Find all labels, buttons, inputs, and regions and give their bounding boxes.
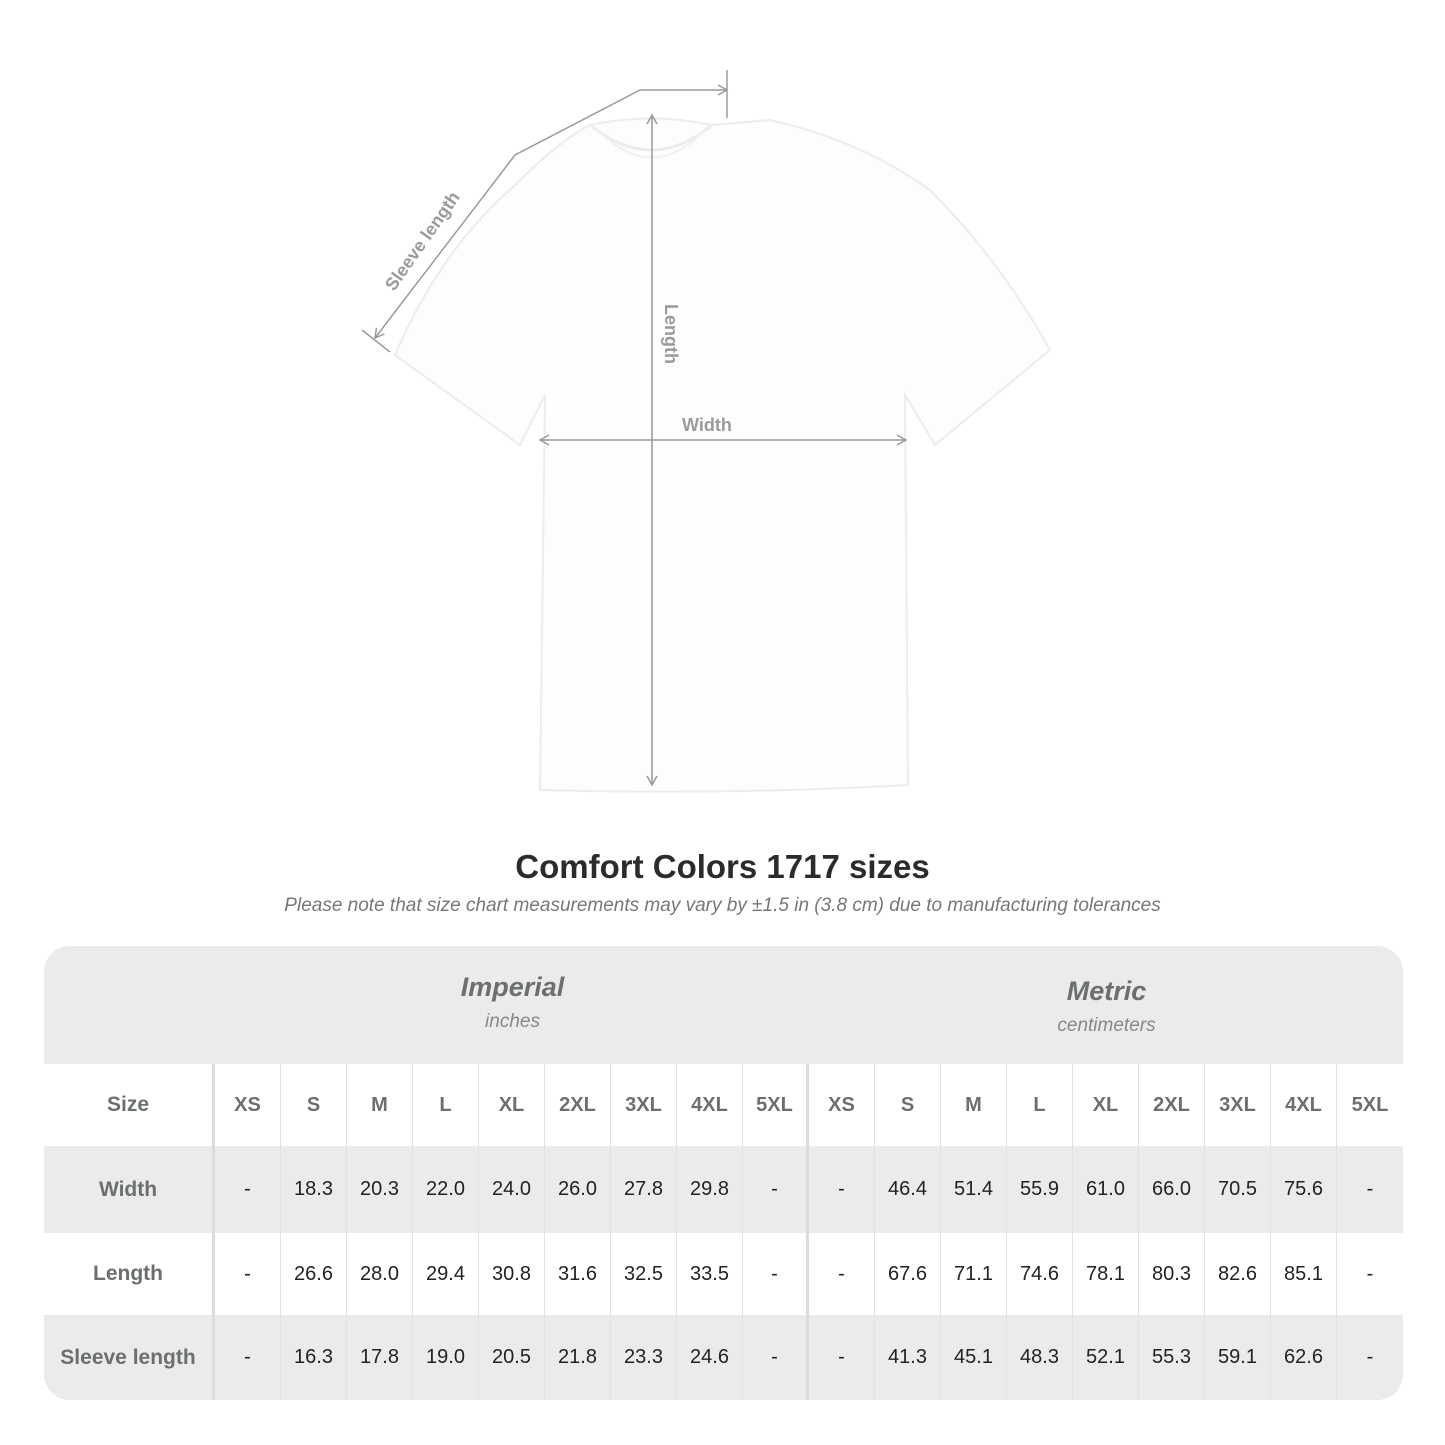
table-cell: 52.1 bbox=[1073, 1315, 1139, 1400]
size-header-cell: 4XL bbox=[1271, 1064, 1337, 1146]
table-cell: 28.0 bbox=[347, 1233, 413, 1315]
sleeve-dimension-line bbox=[361, 70, 729, 353]
table-cell: 18.3 bbox=[281, 1146, 347, 1233]
table-cell: 26.0 bbox=[545, 1146, 611, 1233]
table-cell: 48.3 bbox=[1007, 1315, 1073, 1400]
table-cell: 45.1 bbox=[941, 1315, 1007, 1400]
table-cell: - bbox=[215, 1233, 281, 1315]
table-cell: 16.3 bbox=[281, 1315, 347, 1400]
table-row: Sleeve length -16.3 17.8 19.0 20.5 21.8 23.3 24… bbox=[44, 1315, 1403, 1400]
table-cell: 23.3 bbox=[611, 1315, 677, 1400]
size-header-cell: XS bbox=[809, 1064, 875, 1146]
metric-header: Metric centimeters bbox=[810, 946, 1403, 1064]
table-cell: 33.5 bbox=[677, 1233, 743, 1315]
row-label: Sleeve length bbox=[44, 1315, 215, 1400]
table-cell: 55.9 bbox=[1007, 1146, 1073, 1233]
table-cell: 20.5 bbox=[479, 1315, 545, 1400]
table-cell: 41.3 bbox=[875, 1315, 941, 1400]
size-header-cell: 5XL bbox=[1351, 1093, 1389, 1116]
table-cell: 22.0 bbox=[413, 1146, 479, 1233]
size-header-cell: L bbox=[1007, 1064, 1073, 1146]
table-cell: - bbox=[809, 1315, 875, 1400]
table-cell: 70.5 bbox=[1205, 1146, 1271, 1233]
table-cell: 27.8 bbox=[611, 1146, 677, 1233]
table-cell: 78.1 bbox=[1073, 1233, 1139, 1315]
size-header-cell: S bbox=[281, 1064, 347, 1146]
tshirt-diagram: Sleeve length Length Width bbox=[361, 70, 1052, 793]
table-cell: - bbox=[1366, 1262, 1374, 1285]
row-label: Size bbox=[44, 1064, 215, 1146]
page-title: Comfort Colors 1717 sizes bbox=[515, 848, 930, 885]
table-cell: 29.8 bbox=[677, 1146, 743, 1233]
table-cell: 74.6 bbox=[1007, 1233, 1073, 1315]
table-cell: 82.6 bbox=[1205, 1233, 1271, 1315]
size-header-cell: 4XL bbox=[677, 1064, 743, 1146]
table-cell: 24.0 bbox=[479, 1146, 545, 1233]
table-cell: - bbox=[809, 1233, 875, 1315]
table-cell: 67.6 bbox=[875, 1233, 941, 1315]
metric-unit: centimeters bbox=[1057, 1015, 1156, 1036]
imperial-header: Imperial inches bbox=[215, 946, 810, 1064]
size-header-cell: L bbox=[413, 1064, 479, 1146]
table-cell: 51.4 bbox=[941, 1146, 1007, 1233]
row-label: Width bbox=[44, 1146, 215, 1233]
table-cell: 29.4 bbox=[413, 1233, 479, 1315]
table-cell: 71.1 bbox=[941, 1233, 1007, 1315]
table-cell: - bbox=[743, 1315, 809, 1400]
table-cell: 66.0 bbox=[1139, 1146, 1205, 1233]
size-header-cell: S bbox=[875, 1064, 941, 1146]
table-row: Length -26.6 28.0 29.4 30.8 31.6 32.5 33.5- -67.… bbox=[44, 1233, 1403, 1315]
table-cell: 20.3 bbox=[347, 1146, 413, 1233]
size-header-cell: 2XL bbox=[545, 1064, 611, 1146]
table-cell: 62.6 bbox=[1271, 1315, 1337, 1400]
size-header-cell: XS bbox=[215, 1064, 281, 1146]
metric-title: Metric bbox=[1066, 976, 1147, 1006]
table-cell: - bbox=[809, 1146, 875, 1233]
size-header-cell: XL bbox=[479, 1064, 545, 1146]
table-cell: 17.8 bbox=[347, 1315, 413, 1400]
table-cell: 24.6 bbox=[677, 1315, 743, 1400]
table-cell: 19.0 bbox=[413, 1315, 479, 1400]
table-cell: 21.8 bbox=[545, 1315, 611, 1400]
table-cell: 26.6 bbox=[281, 1233, 347, 1315]
size-table: Imperial inches Metric centimeters Size X… bbox=[44, 946, 1403, 1400]
size-header-cell: 3XL bbox=[1205, 1064, 1271, 1146]
tolerance-note: Please note that size chart measurements… bbox=[284, 895, 1161, 916]
table-cell: - bbox=[743, 1146, 809, 1233]
imperial-title: Imperial bbox=[460, 972, 565, 1002]
table-cell: 61.0 bbox=[1073, 1146, 1139, 1233]
table-cell: 55.3 bbox=[1139, 1315, 1205, 1400]
row-label: Length bbox=[44, 1233, 215, 1315]
table-row: Width -18.3 20.3 22.0 24.0 26.0 27.8 29.8- -46.4… bbox=[44, 1146, 1403, 1233]
size-header-cell: M bbox=[347, 1064, 413, 1146]
table-cell: 59.1 bbox=[1205, 1315, 1271, 1400]
table-cell: - bbox=[1366, 1346, 1374, 1368]
table-cell: - bbox=[215, 1146, 281, 1233]
table-cell: - bbox=[1366, 1178, 1374, 1200]
size-header-cell: 2XL bbox=[1139, 1064, 1205, 1146]
table-cell: 46.4 bbox=[875, 1146, 941, 1233]
size-header-cell: XL bbox=[1073, 1064, 1139, 1146]
table-cell: - bbox=[743, 1233, 809, 1315]
table-cell: 31.6 bbox=[545, 1233, 611, 1315]
width-label: Width bbox=[682, 415, 732, 435]
size-header-cell: 5XL bbox=[743, 1064, 809, 1146]
size-header-cell: 3XL bbox=[611, 1064, 677, 1146]
table-cell: 30.8 bbox=[479, 1233, 545, 1315]
table-cell: 80.3 bbox=[1139, 1233, 1205, 1315]
table-cell: 85.1 bbox=[1271, 1233, 1337, 1315]
length-label: Length bbox=[661, 304, 681, 364]
tshirt-shape bbox=[393, 117, 1052, 793]
imperial-unit: inches bbox=[485, 1011, 540, 1032]
table-cell: - bbox=[215, 1315, 281, 1400]
table-header-row: Size XS S M L XL 2XL 3XL 4XL 5XL XS S M L XL 2XL 3XL 4XL 5… bbox=[44, 1064, 1403, 1146]
table-cell: 75.6 bbox=[1271, 1146, 1337, 1233]
size-header-cell: M bbox=[941, 1064, 1007, 1146]
table-cell: 32.5 bbox=[611, 1233, 677, 1315]
